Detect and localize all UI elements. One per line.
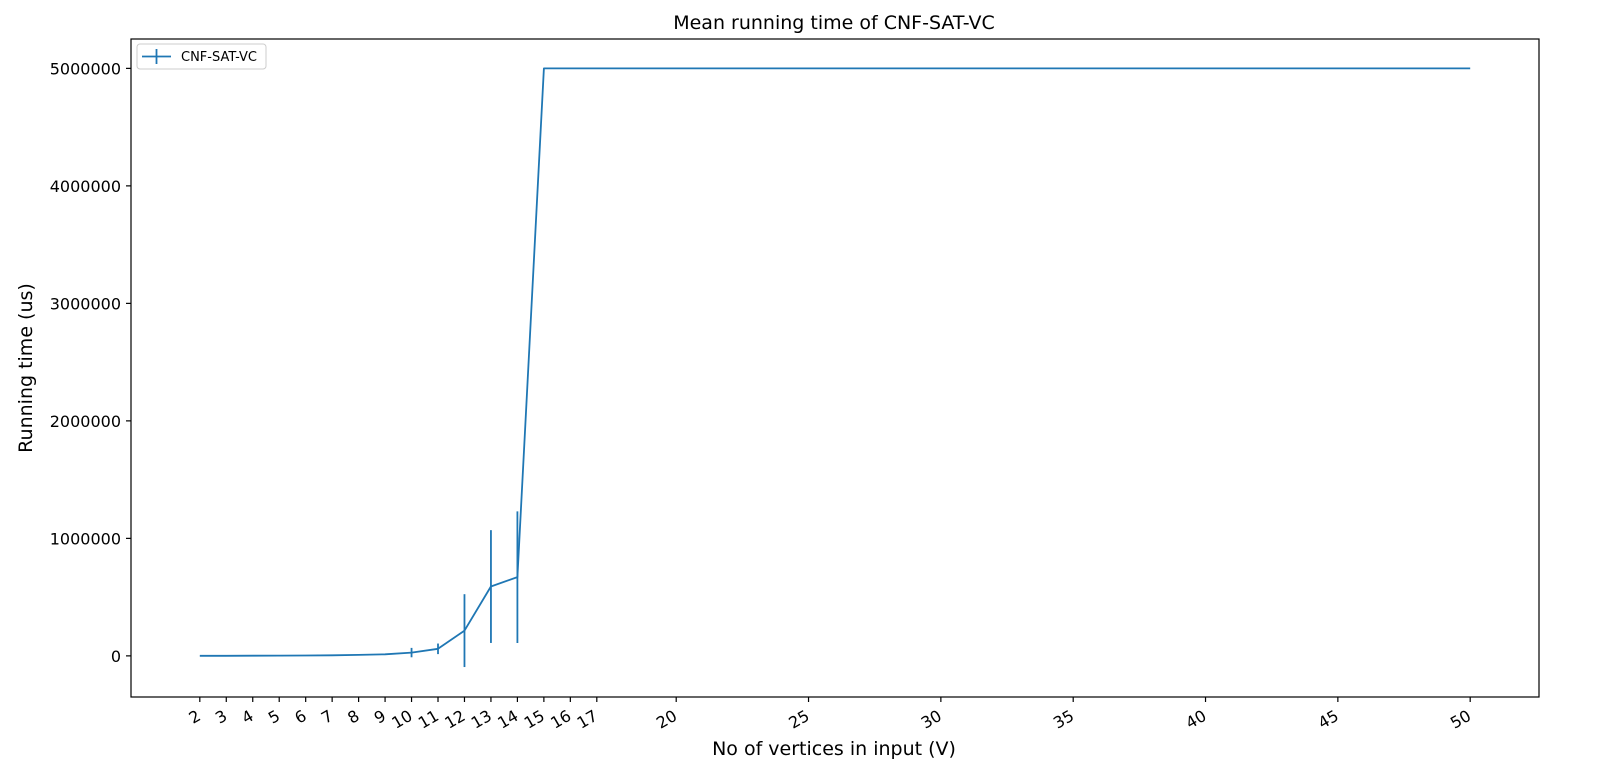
x-tick-label: 30 xyxy=(918,706,945,733)
x-tick-label: 10 xyxy=(388,706,415,733)
x-tick-label: 14 xyxy=(494,706,521,733)
y-axis: 0 1000000 2000000 3000000 4000000 5000000 xyxy=(50,59,131,666)
legend-series-label: CNF-SAT-VC xyxy=(181,50,257,65)
y-tick-label: 0 xyxy=(111,647,121,666)
x-tick-label: 45 xyxy=(1315,706,1342,733)
plot-area xyxy=(199,67,1471,668)
chart-title: Mean running time of CNF-SAT-VC xyxy=(673,12,995,34)
x-tick-label: 3 xyxy=(212,706,230,728)
y-tick-label: 4000000 xyxy=(50,177,121,196)
y-tick-label: 2000000 xyxy=(50,412,121,431)
plot-frame xyxy=(130,38,1540,698)
x-tick-label: 16 xyxy=(547,706,574,733)
x-tick-label: 40 xyxy=(1182,706,1209,733)
x-tick-label: 35 xyxy=(1050,706,1077,733)
x-tick-label: 17 xyxy=(574,706,601,733)
x-axis-label: No of vertices in input (V) xyxy=(712,738,956,760)
x-tick-label: 6 xyxy=(291,706,309,728)
x-tick-label: 2 xyxy=(185,706,203,728)
x-tick-label: 5 xyxy=(265,706,283,728)
y-tick-label: 5000000 xyxy=(50,59,121,78)
y-tick-label: 1000000 xyxy=(50,529,121,548)
x-tick-label: 11 xyxy=(415,706,442,733)
series-line xyxy=(199,67,1471,657)
x-tick-label: 25 xyxy=(785,706,812,733)
x-tick-label: 50 xyxy=(1447,706,1474,733)
x-tick-label: 15 xyxy=(521,706,548,733)
x-tick-label: 4 xyxy=(238,706,256,728)
x-tick-label: 13 xyxy=(468,706,495,733)
x-tick-label: 7 xyxy=(318,706,336,728)
x-tick-label: 9 xyxy=(371,706,389,728)
legend: CNF-SAT-VC xyxy=(136,43,267,70)
x-tick-label: 8 xyxy=(344,706,362,728)
legend-box xyxy=(136,43,267,70)
x-axis: 2 3 4 5 6 7 8 9 10 11 12 13 14 15 16 17 20 25 30 35 40 45 50 xyxy=(185,697,1474,733)
y-axis-label: Running time (us) xyxy=(15,283,37,453)
x-tick-label: 12 xyxy=(441,706,468,733)
y-tick-label: 3000000 xyxy=(50,294,121,313)
x-tick-label: 20 xyxy=(653,706,680,733)
